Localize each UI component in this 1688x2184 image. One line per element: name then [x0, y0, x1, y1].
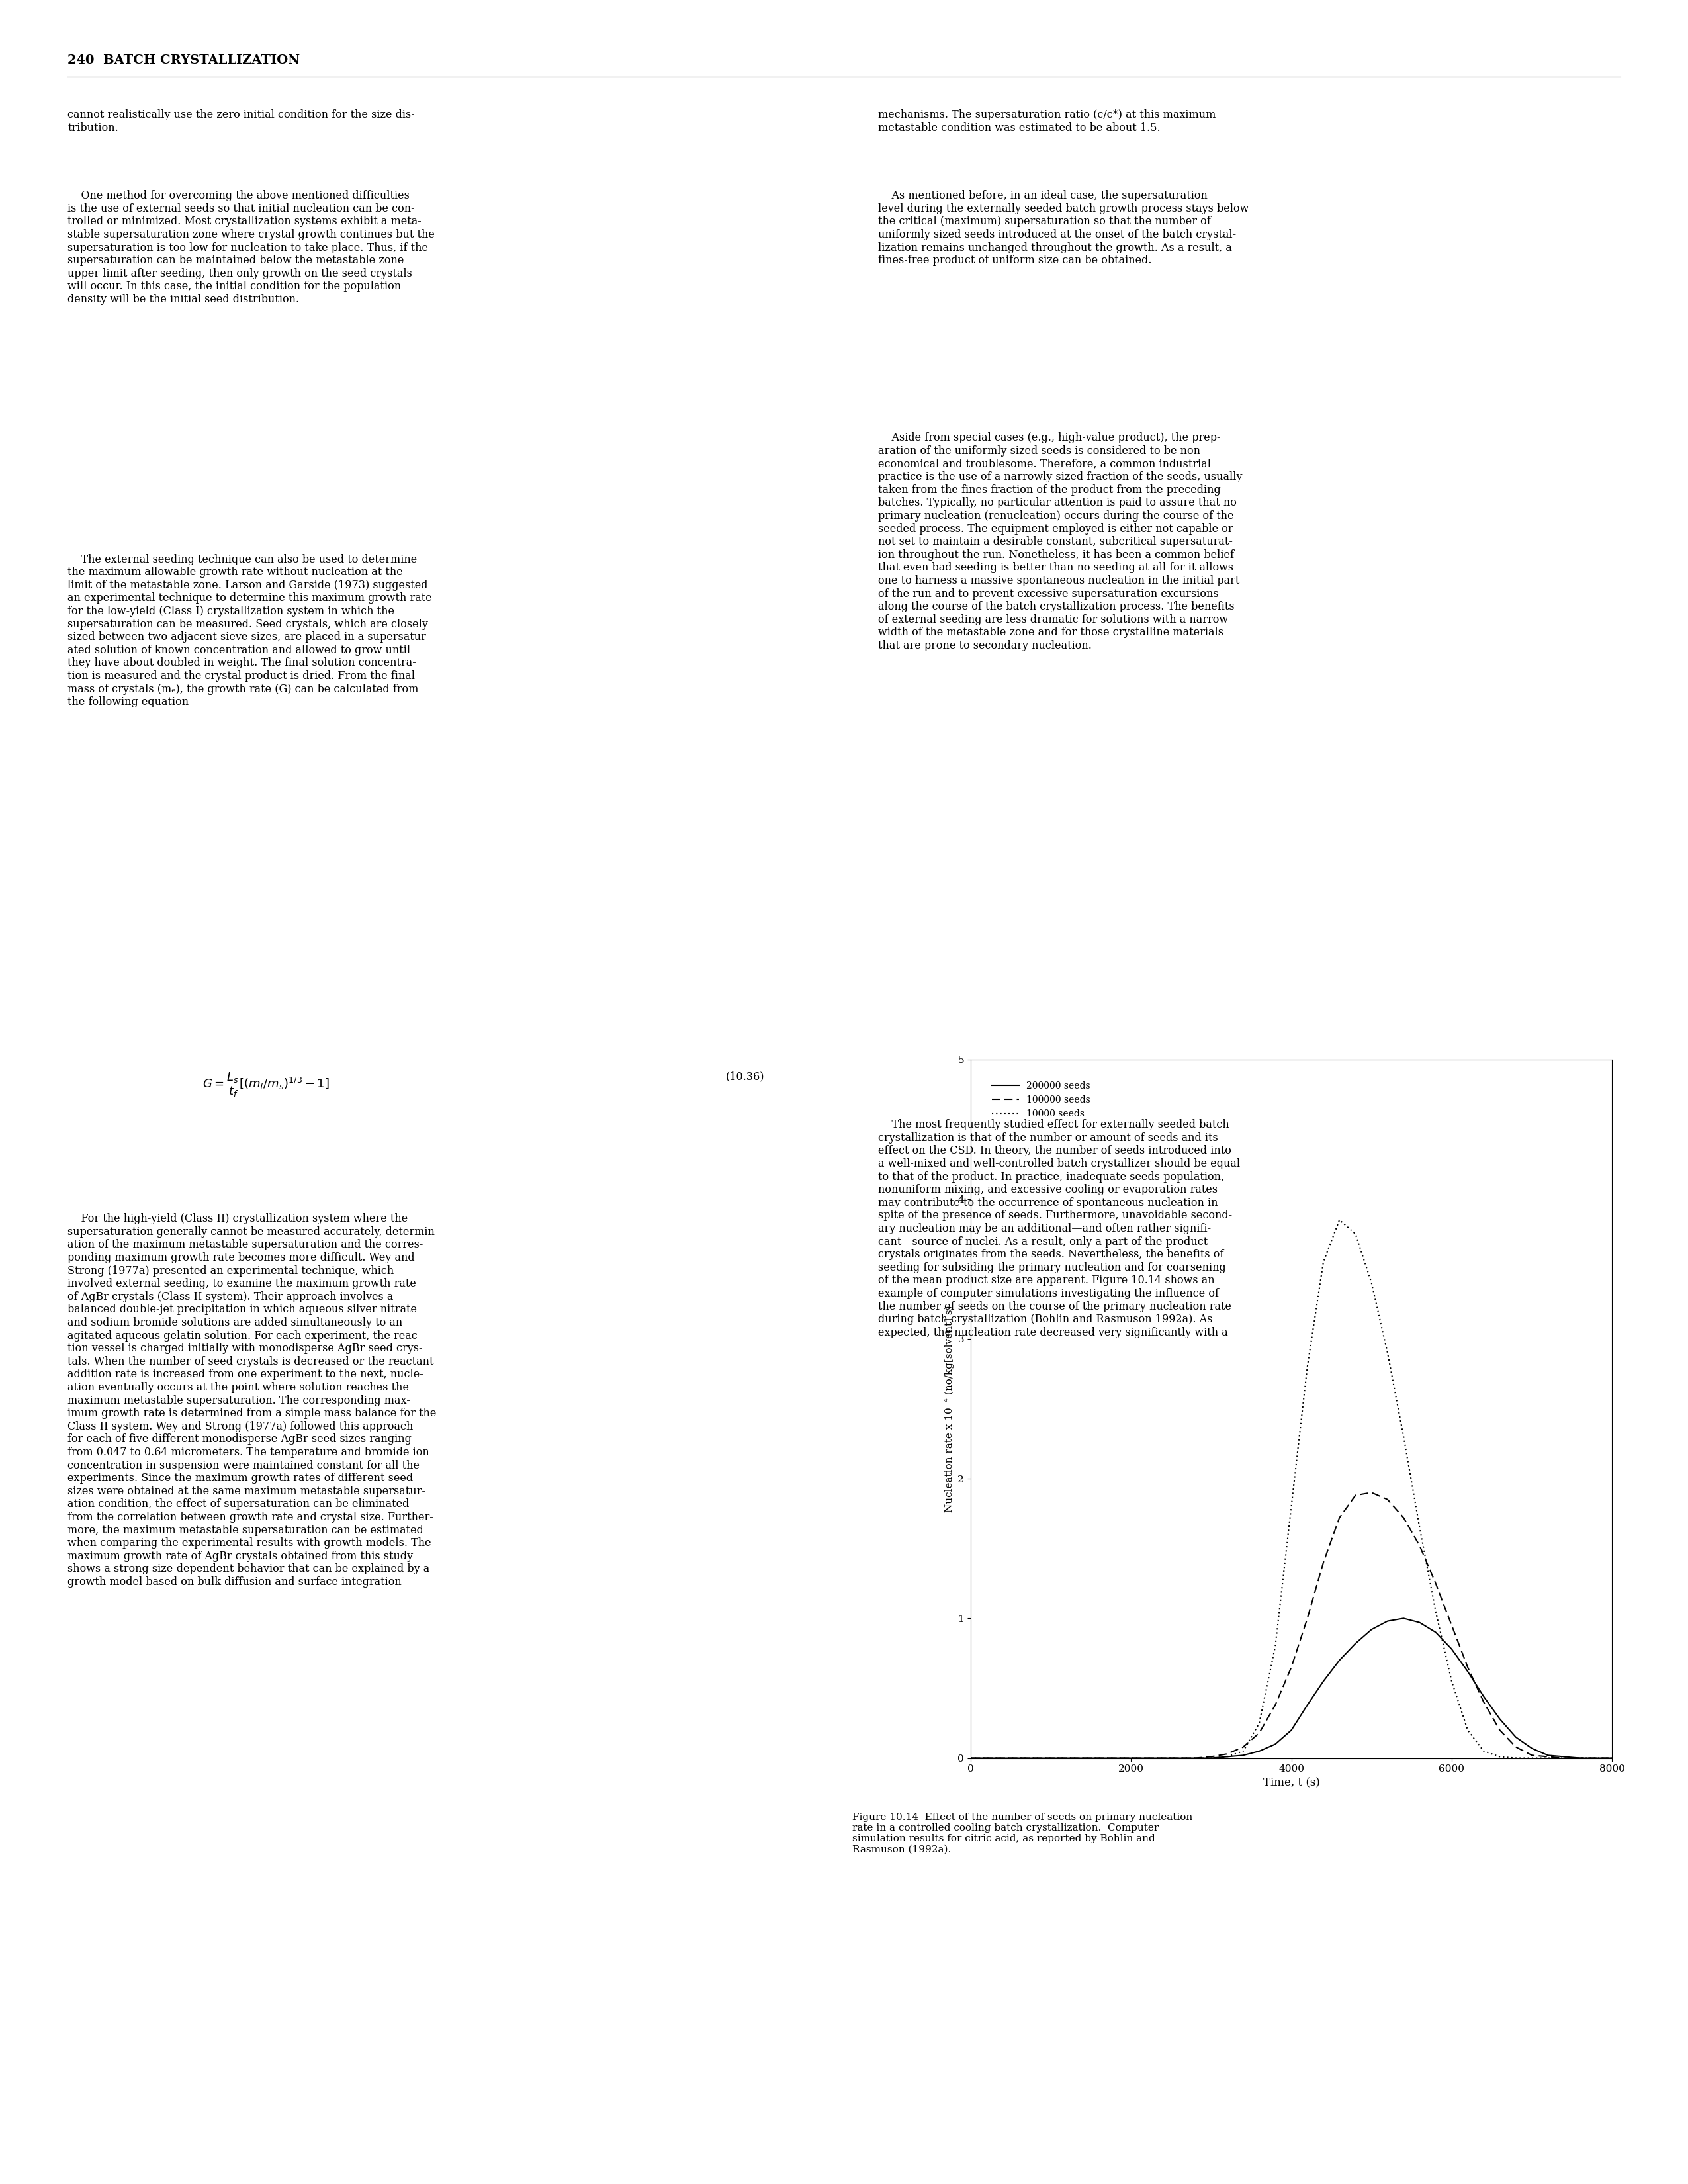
Text: The external seeding technique can also be used to determine
the maximum allowab: The external seeding technique can also … — [68, 555, 432, 708]
Text: $G = \dfrac{L_s}{t_f}[(m_f/m_s)^{1/3} - 1]$: $G = \dfrac{L_s}{t_f}[(m_f/m_s)^{1/3} - … — [203, 1072, 329, 1099]
X-axis label: Time, t (s): Time, t (s) — [1263, 1778, 1320, 1789]
Text: One method for overcoming the above mentioned difficulties
is the use of externa: One method for overcoming the above ment… — [68, 190, 436, 306]
Text: The most frequently studied effect for externally seeded batch
crystallization i: The most frequently studied effect for e… — [878, 1120, 1239, 1339]
Legend: 200000 seeds, 100000 seeds, 10000 seeds: 200000 seeds, 100000 seeds, 10000 seeds — [987, 1079, 1094, 1123]
Text: For the high-yield (Class II) crystallization system where the
supersaturation g: For the high-yield (Class II) crystalliz… — [68, 1214, 439, 1588]
Text: 240  BATCH CRYSTALLIZATION: 240 BATCH CRYSTALLIZATION — [68, 55, 300, 66]
Text: Figure 10.14  Effect of the number of seeds on primary nucleation
rate in a cont: Figure 10.14 Effect of the number of see… — [852, 1813, 1193, 1854]
Text: Aside from special cases (e.g., high-value product), the prep-
aration of the un: Aside from special cases (e.g., high-val… — [878, 432, 1242, 651]
Text: As mentioned before, in an ideal case, the supersaturation
level during the exte: As mentioned before, in an ideal case, t… — [878, 190, 1249, 266]
Text: mechanisms. The supersaturation ratio (c/c*) at this maximum
metastable conditio: mechanisms. The supersaturation ratio (c… — [878, 109, 1215, 133]
Y-axis label: Nucleation rate x 10⁻⁴ (no/kg[solvent] s): Nucleation rate x 10⁻⁴ (no/kg[solvent] s… — [944, 1306, 954, 1511]
Text: (10.36): (10.36) — [726, 1072, 765, 1083]
Text: cannot realistically use the zero initial condition for the size dis-
tribution.: cannot realistically use the zero initia… — [68, 109, 415, 133]
